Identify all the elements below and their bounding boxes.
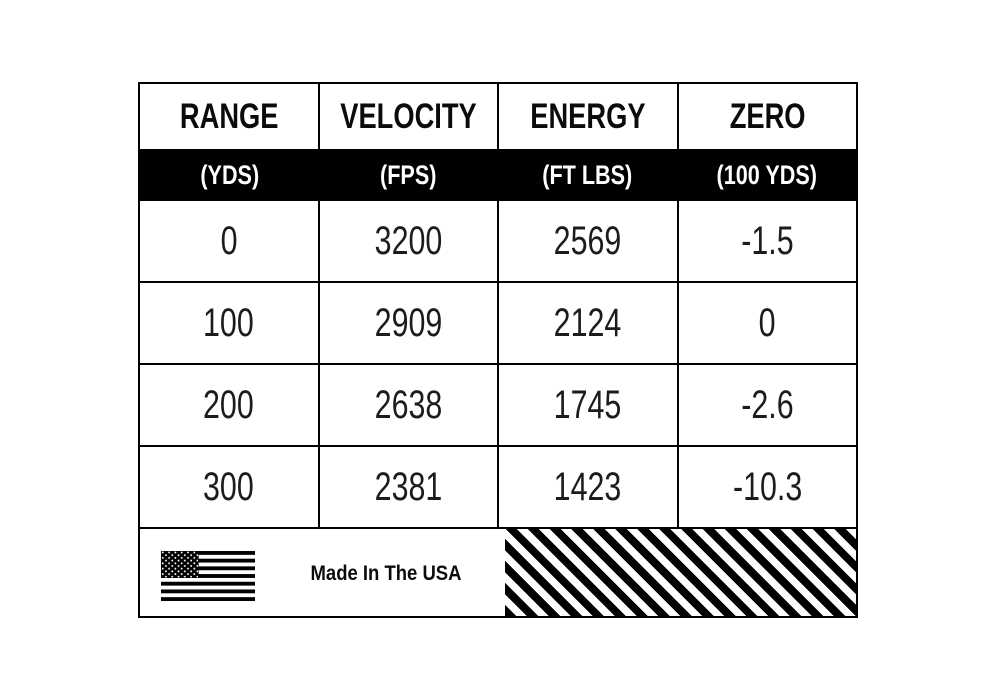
column-header-velocity: VELOCITY [320,84,499,149]
cell-value: 2381 [374,464,443,509]
cell-zero: -10.3 [679,447,857,527]
column-header-range-label: RANGE [179,96,279,136]
column-header-range: RANGE [140,84,320,149]
cell-value: -2.6 [741,382,794,427]
unit-velocity-label: (FPS) [380,159,437,190]
table-row: 0 3200 2569 -1.5 [140,201,856,283]
unit-range-label: (YDS) [200,159,259,190]
cell-range: 100 [140,283,320,363]
cell-value: -1.5 [741,218,794,263]
cell-value: 0 [220,218,238,263]
table-row: 300 2381 1423 -10.3 [140,447,856,529]
cell-velocity: 3200 [320,201,499,281]
unit-zero-label: (100 YDS) [716,159,817,190]
header-row: RANGE VELOCITY ENERGY ZERO [140,84,856,149]
cell-value: 2569 [553,218,622,263]
cell-value: 300 [203,464,255,509]
column-header-zero-label: ZERO [729,96,806,136]
cell-zero: 0 [679,283,857,363]
cell-energy: 2569 [499,201,679,281]
column-header-energy: ENERGY [499,84,679,149]
cell-value: 1423 [553,464,622,509]
cell-value: 200 [203,382,255,427]
ballistics-table: RANGE VELOCITY ENERGY ZERO (YDS) (FPS) (… [138,82,858,618]
cell-velocity: 2381 [320,447,499,527]
cell-zero: -1.5 [679,201,857,281]
unit-zero: (100 YDS) [677,149,856,201]
cell-value: 2638 [374,382,443,427]
cell-value: 1745 [553,382,622,427]
cell-value: 2909 [374,300,443,345]
cell-value: 3200 [374,218,443,263]
column-header-velocity-label: VELOCITY [339,96,477,136]
diagonal-hazard-stripes-icon [505,529,856,616]
units-row: (YDS) (FPS) (FT LBS) (100 YDS) [140,149,856,201]
column-header-energy-label: ENERGY [530,96,646,136]
cell-value: 0 [758,300,776,345]
cell-range: 0 [140,201,320,281]
cell-energy: 1423 [499,447,679,527]
cell-value: 2124 [553,300,622,345]
cell-zero: -2.6 [679,365,857,445]
cell-energy: 1745 [499,365,679,445]
unit-energy: (FT LBS) [498,149,677,201]
cell-velocity: 2638 [320,365,499,445]
table-row: 100 2909 2124 0 [140,283,856,365]
us-flag-icon [161,551,255,601]
table-footer: Made In The USA [140,529,856,616]
cell-value: 100 [203,300,255,345]
made-in-usa-label: Made In The USA [310,562,462,585]
cell-velocity: 2909 [320,283,499,363]
cell-energy: 2124 [499,283,679,363]
unit-velocity: (FPS) [319,149,498,201]
cell-range: 300 [140,447,320,527]
cell-range: 200 [140,365,320,445]
unit-energy-label: (FT LBS) [542,159,633,190]
column-header-zero: ZERO [679,84,857,149]
unit-range: (YDS) [140,149,319,201]
cell-value: -10.3 [732,464,802,509]
table-row: 200 2638 1745 -2.6 [140,365,856,447]
